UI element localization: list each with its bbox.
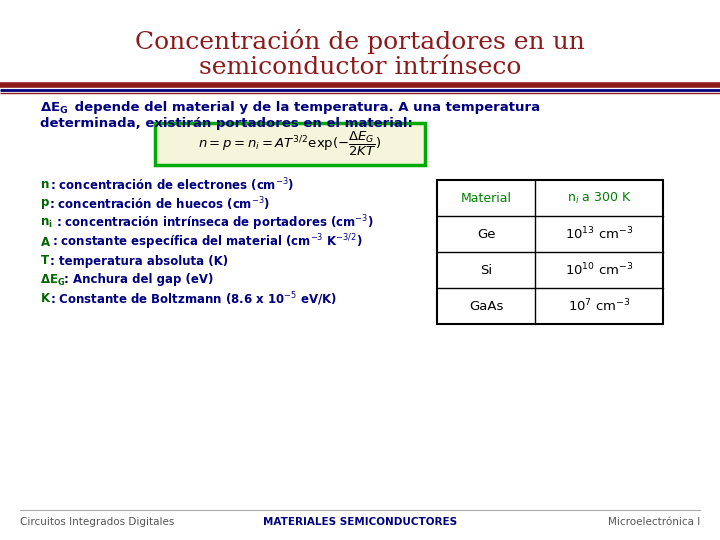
Text: n$_i$ a 300 K: n$_i$ a 300 K (567, 191, 631, 206)
Text: Microelectrónica I: Microelectrónica I (608, 517, 700, 527)
Text: $\bf{K}$: $\bf{K}$ (40, 293, 51, 306)
Text: Circuitos Integrados Digitales: Circuitos Integrados Digitales (20, 517, 174, 527)
Text: Ge: Ge (477, 227, 495, 240)
Text: $\bf{n}$: $\bf{n}$ (40, 179, 50, 192)
Text: $\bf{p}$: $\bf{p}$ (40, 197, 50, 211)
Text: Concentración de portadores en un: Concentración de portadores en un (135, 30, 585, 55)
Text: : temperatura absoluta (K): : temperatura absoluta (K) (50, 254, 228, 267)
Text: GaAs: GaAs (469, 300, 503, 313)
Bar (437, 180, 663, 324)
Text: $\bf{A}$: $\bf{A}$ (40, 235, 51, 248)
Text: Si: Si (480, 264, 492, 276)
Text: MATERIALES SEMICONDUCTORES: MATERIALES SEMICONDUCTORES (263, 517, 457, 527)
Text: semiconductor intrínseco: semiconductor intrínseco (199, 57, 521, 79)
Text: $\mathbf{\Delta E_G}$: $\mathbf{\Delta E_G}$ (40, 100, 68, 116)
Text: $n = p = n_i = AT^{3/2}\exp(-\dfrac{\Delta E_G}{2KT})$: $n = p = n_i = AT^{3/2}\exp(-\dfrac{\Del… (198, 130, 382, 158)
Text: depende del material y de la temperatura. A una temperatura: depende del material y de la temperatura… (70, 102, 540, 114)
Text: 10$^{7}$ cm$^{-3}$: 10$^{7}$ cm$^{-3}$ (567, 298, 630, 314)
Text: $\bf{T}$: $\bf{T}$ (40, 254, 50, 267)
Text: Material: Material (461, 192, 511, 205)
Text: : constante específica del material (cm$^{-3}$ K$^{-3/2}$): : constante específica del material (cm$… (52, 232, 362, 252)
Text: determinada, existirán portadores en el material:: determinada, existirán portadores en el … (40, 118, 413, 131)
Text: : Anchura del gap (eV): : Anchura del gap (eV) (64, 273, 213, 287)
Text: : concentración de huecos (cm$^{-3}$): : concentración de huecos (cm$^{-3}$) (49, 195, 270, 213)
Text: : concentración de electrones (cm$^{-3}$): : concentración de electrones (cm$^{-3}$… (50, 176, 294, 194)
Text: 10$^{10}$ cm$^{-3}$: 10$^{10}$ cm$^{-3}$ (564, 262, 634, 278)
Bar (155, 123, 425, 165)
Text: $\bf{n_i}$: $\bf{n_i}$ (40, 217, 53, 230)
Text: $\bf{\Delta E_G}$: $\bf{\Delta E_G}$ (40, 273, 66, 287)
Text: : Constante de Boltzmann (8.6 x 10$^{-5}$ eV/K): : Constante de Boltzmann (8.6 x 10$^{-5}… (50, 290, 337, 308)
Text: 10$^{13}$ cm$^{-3}$: 10$^{13}$ cm$^{-3}$ (564, 226, 634, 242)
Text: : concentración intrínseca de portadores (cm$^{-3}$): : concentración intrínseca de portadores… (56, 213, 374, 233)
